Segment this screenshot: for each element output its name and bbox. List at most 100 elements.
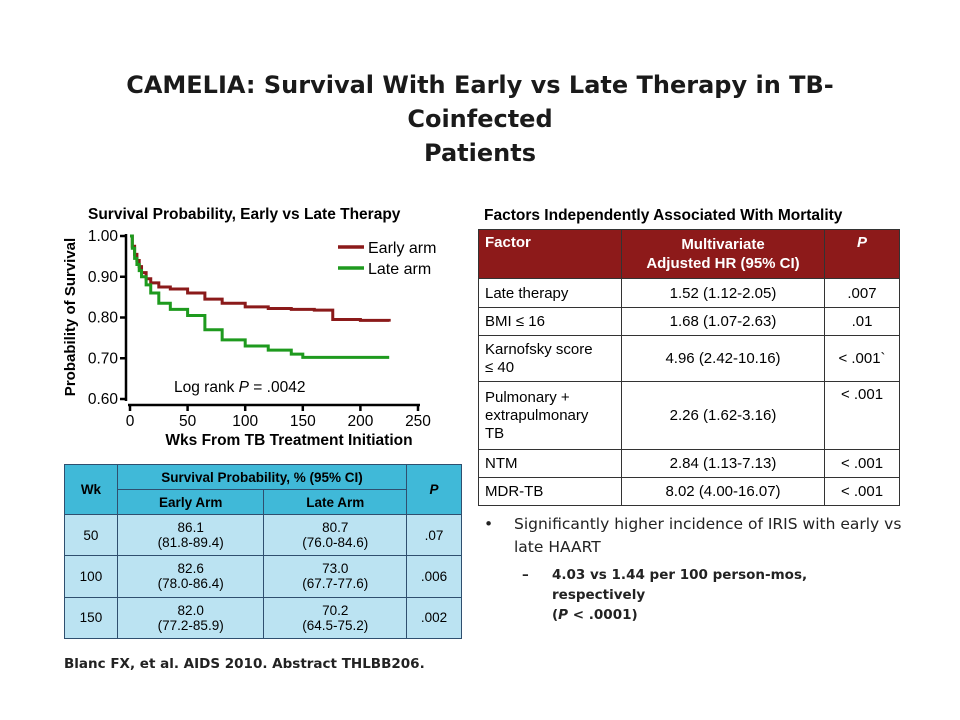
y-tick-label: 0.60: [88, 391, 119, 408]
cell-late: 73.0 (67.7-77.6): [263, 555, 408, 598]
late-ci: (76.0-84.6): [302, 535, 369, 551]
cell-early: 86.1 (81.8-89.4): [116, 513, 265, 557]
cell-hr: 8.02 (4.00-16.07): [621, 477, 825, 506]
cell-wk: 100: [64, 555, 118, 598]
x-tick-label: 100: [232, 413, 258, 430]
late-value: 70.2: [322, 602, 349, 618]
chart-title: Survival Probability, Early vs Late Ther…: [88, 206, 401, 223]
cell-early: 82.0 (77.2-85.9): [116, 596, 265, 640]
early-value: 86.1: [177, 520, 204, 536]
x-tick-label: 250: [405, 413, 431, 430]
cell-p: < .001`: [824, 335, 900, 382]
table-row: MDR-TB 8.02 (4.00-16.07) < .001: [478, 477, 900, 506]
cell-p: .007: [824, 278, 900, 308]
bullet-text: Significantly higher incidence of IRIS w…: [514, 515, 902, 556]
cell-wk: 50: [64, 513, 118, 557]
early-value: 82.6: [177, 561, 204, 577]
late-ci: (67.7-77.6): [302, 576, 369, 592]
cell-late: 80.7 (76.0-84.6): [263, 513, 408, 557]
cell-p: .006: [406, 555, 462, 598]
x-axis-title: Wks From TB Treatment Initiation: [165, 432, 412, 449]
col-header-p: P: [406, 464, 462, 515]
early-ci: (81.8-89.4): [157, 535, 224, 551]
x-tick-label: 150: [290, 413, 316, 430]
col-header-hr-line2: Adjusted HR (95% CI): [646, 255, 800, 272]
sub-bullet-line1: 4.03 vs 1.44 per 100 person-mos, respect…: [552, 567, 808, 603]
cell-factor: Late therapy: [478, 278, 622, 308]
table-row: BMI ≤ 16 1.68 (1.07-2.63) .01: [478, 307, 900, 336]
bullet-item: • Significantly higher incidence of IRIS…: [484, 513, 904, 559]
late-value: 73.0: [322, 561, 349, 577]
factor-line: ≤ 40: [485, 358, 515, 376]
y-axis-title: Probability of Survival: [62, 238, 79, 396]
chart-axes: 0.60 0.70 0.80 0.90 1.00 0 50 100 150 200 250: [88, 228, 431, 430]
col-header-hr-line1: Multivariate: [681, 236, 765, 253]
bullet-list: • Significantly higher incidence of IRIS…: [484, 513, 904, 625]
chart-series: [130, 234, 391, 359]
y-tick-label: 0.70: [88, 350, 119, 367]
cell-early: 82.6 (78.0-86.4): [116, 555, 265, 598]
cell-factor: Pulmonary + extrapulmonary TB: [478, 381, 622, 450]
col-header-late: Late Arm: [263, 489, 408, 515]
sub-bullet-line2: (P < .0001): [552, 607, 638, 623]
cell-p: .002: [406, 596, 462, 640]
table-row: 50 86.1 (81.8-89.4) 80.7 (76.0-84.6) .07: [64, 513, 462, 557]
factors-title: Factors Independently Associated With Mo…: [484, 207, 843, 224]
citation: Blanc FX, et al. AIDS 2010. Abstract THL…: [64, 656, 425, 672]
cell-hr: 1.52 (1.12-2.05): [621, 278, 825, 308]
late-ci: (64.5-75.2): [302, 617, 369, 633]
sub-bullet-item: – 4.03 vs 1.44 per 100 person-mos, respe…: [484, 565, 904, 625]
col-header-factor: Factor: [478, 229, 622, 279]
cell-hr: 2.84 (1.13-7.13): [621, 449, 825, 478]
slide-title-line2: Patients: [424, 139, 536, 167]
factor-line: Karnofsky score: [485, 340, 593, 358]
cell-factor: MDR-TB: [478, 477, 622, 506]
factors-table: Factor Multivariate Adjusted HR (95% CI)…: [478, 229, 900, 506]
cell-late: 70.2 (64.5-75.2): [263, 596, 408, 640]
table-row: 100 82.6 (78.0-86.4) 73.0 (67.7-77.6) .006: [64, 555, 462, 598]
table-row: NTM 2.84 (1.13-7.13) < .001: [478, 449, 900, 478]
chart-legend: Early arm Late arm: [338, 240, 436, 278]
slide-title: CAMELIA: Survival With Early vs Late The…: [60, 68, 900, 170]
cell-factor: Karnofsky score ≤ 40: [478, 335, 622, 382]
cell-p: .07: [406, 513, 462, 557]
table-row: Pulmonary + extrapulmonary TB 2.26 (1.62…: [478, 381, 900, 450]
legend-label-early: Early arm: [368, 240, 436, 257]
y-tick-label: 0.80: [88, 310, 119, 327]
col-header-p: P: [824, 229, 900, 279]
col-header-early: Early Arm: [116, 489, 265, 515]
cell-hr: 1.68 (1.07-2.63): [621, 307, 825, 336]
cell-hr: 4.96 (2.42-10.16): [621, 335, 825, 382]
table-row: Late therapy 1.52 (1.12-2.05) .007: [478, 278, 900, 308]
late-value: 80.7: [322, 520, 349, 536]
cell-p: < .001: [824, 477, 900, 506]
early-value: 82.0: [177, 602, 204, 618]
x-tick-label: 0: [126, 413, 135, 430]
slide-title-line1: CAMELIA: Survival With Early vs Late The…: [126, 71, 834, 133]
cell-hr: 2.26 (1.62-3.16): [621, 381, 825, 450]
cell-wk: 150: [64, 596, 118, 640]
survival-chart: 0.60 0.70 0.80 0.90 1.00 0 50 100 150 200 250 Prob…: [62, 228, 436, 449]
factor-line: TB: [485, 424, 505, 442]
late-arm-line: [130, 234, 390, 359]
col-header-wk: Wk: [64, 464, 118, 515]
legend-label-late: Late arm: [368, 261, 431, 278]
log-rank-annotation: Log rank P = .0042: [174, 379, 305, 396]
col-header-survival: Survival Probability, % (95% CI): [116, 464, 408, 490]
early-ci: (77.2-85.9): [157, 617, 224, 633]
cell-p: < .001: [824, 449, 900, 478]
cell-p: .01: [824, 307, 900, 336]
factor-line: Pulmonary +: [485, 388, 570, 406]
y-tick-label: 1.00: [88, 228, 119, 245]
early-ci: (78.0-86.4): [157, 576, 224, 592]
sub-bullet-marker: –: [522, 567, 529, 583]
cell-p: < .001: [824, 381, 900, 450]
cell-factor: NTM: [478, 449, 622, 478]
survival-table: Wk Survival Probability, % (95% CI) P Ea…: [64, 464, 462, 640]
x-tick-label: 50: [179, 413, 197, 430]
table-row: Karnofsky score ≤ 40 4.96 (2.42-10.16) <…: [478, 335, 900, 382]
x-tick-label: 200: [347, 413, 373, 430]
y-tick-label: 0.90: [88, 269, 119, 286]
col-header-hr: Multivariate Adjusted HR (95% CI): [621, 229, 825, 279]
cell-factor: BMI ≤ 16: [478, 307, 622, 336]
